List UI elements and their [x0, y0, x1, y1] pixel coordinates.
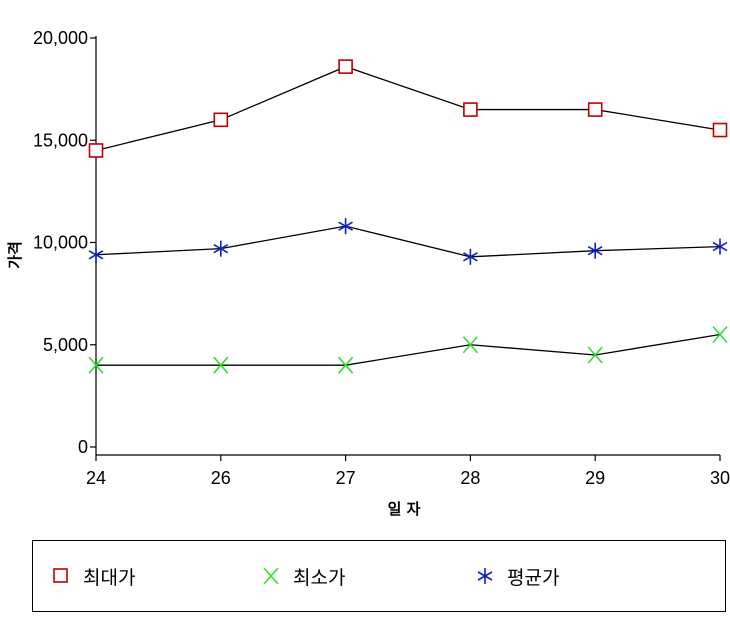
x-tick-label: 26 — [211, 468, 231, 488]
legend-item-avg: 평균가 — [475, 563, 559, 589]
data-point — [712, 325, 728, 344]
data-point — [213, 356, 229, 374]
y-tick-label: 5,000 — [43, 335, 88, 355]
data-point — [337, 356, 354, 374]
x-tick-label: 27 — [336, 468, 356, 488]
legend-item-max: 최대가 — [51, 563, 135, 589]
data-point — [463, 102, 478, 117]
y-tick-label: 20,000 — [33, 28, 88, 48]
series-markers — [88, 59, 728, 374]
data-point — [88, 356, 104, 374]
x-tick-label: 24 — [86, 468, 106, 488]
y-tick-label: 0 — [78, 437, 88, 457]
data-point — [712, 122, 728, 138]
data-point — [338, 59, 353, 74]
legend-asterisk-marker-icon — [477, 568, 493, 584]
x-tick-label: 29 — [585, 468, 605, 488]
x-axis-title: 일 자 — [388, 500, 421, 518]
data-point — [587, 242, 603, 259]
legend-label-avg: 평균가 — [507, 566, 560, 589]
legend-label-min: 최소가 — [293, 566, 346, 589]
data-point — [88, 143, 104, 158]
y-tick-label: 10,000 — [33, 233, 88, 253]
data-point — [712, 238, 728, 255]
data-point — [587, 346, 603, 364]
x-tick-label: 30 — [710, 468, 730, 488]
y-axis-title: 가격 — [6, 241, 24, 269]
legend-square-marker-icon — [53, 568, 68, 583]
legend: 최대가 최소가 평균가 — [32, 540, 726, 612]
series-lines — [95, 65, 721, 366]
series-line — [95, 225, 721, 258]
series-line — [96, 333, 721, 366]
legend-label-max: 최대가 — [83, 566, 136, 589]
data-point — [587, 102, 603, 117]
data-point — [338, 218, 353, 235]
x-tick-label: 28 — [460, 468, 480, 488]
y-tick-label: 15,000 — [33, 130, 88, 150]
data-point — [213, 240, 229, 257]
legend-item-min: 최소가 — [261, 563, 345, 589]
data-point — [462, 336, 479, 354]
line-chart: 0 5,000 10,000 15,000 20,000 24 26 27 28 29 30 일 자… — [6, 28, 730, 518]
legend-x-marker-icon — [263, 567, 279, 585]
data-point — [463, 248, 478, 265]
series-line — [95, 65, 721, 152]
data-point — [88, 246, 104, 263]
data-point — [213, 112, 229, 128]
axes: 0 5,000 10,000 15,000 20,000 24 26 27 28 29 30 — [33, 28, 730, 488]
